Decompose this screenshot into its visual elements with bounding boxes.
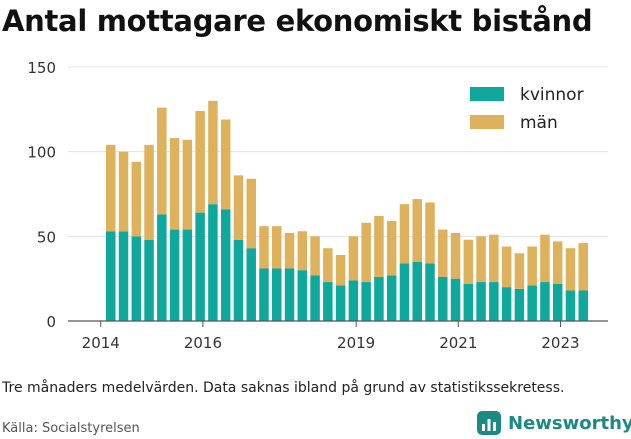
bar-kvinnor bbox=[361, 282, 371, 321]
bar-kvinnor bbox=[374, 276, 384, 321]
brand-name: Newsworthy bbox=[508, 412, 631, 434]
bar-man bbox=[476, 236, 486, 283]
source-label: Källa: Socialstyrelsen bbox=[2, 421, 140, 436]
bar-man bbox=[118, 151, 129, 232]
bar-man bbox=[514, 253, 525, 289]
legend-label: män bbox=[520, 113, 558, 133]
bar-kvinnor bbox=[476, 282, 486, 321]
y-tick-label: 0 bbox=[46, 313, 56, 331]
bar-kvinnor bbox=[514, 288, 525, 321]
bar-kvinnor bbox=[297, 270, 308, 321]
legend-label: kvinnor bbox=[520, 85, 584, 105]
bar-man bbox=[220, 119, 231, 210]
bar-man bbox=[259, 226, 269, 269]
legend-swatch bbox=[470, 87, 504, 101]
bar-man bbox=[425, 202, 435, 264]
bar-man bbox=[361, 222, 371, 283]
bar-kvinnor bbox=[106, 231, 116, 321]
bar-kvinnor bbox=[169, 229, 180, 321]
bar-kvinnor bbox=[552, 283, 563, 321]
bar-man bbox=[386, 221, 397, 276]
bar-man bbox=[284, 232, 295, 269]
bar-kvinnor bbox=[450, 278, 461, 321]
bar-man bbox=[310, 236, 320, 276]
bar-man bbox=[144, 144, 154, 240]
bar-man bbox=[208, 100, 218, 205]
legend-swatch bbox=[470, 115, 504, 129]
bar-kvinnor bbox=[399, 263, 410, 321]
bar-man bbox=[450, 232, 461, 279]
bar-kvinnor bbox=[284, 268, 295, 321]
bar-kvinnor bbox=[157, 214, 167, 321]
bar-man bbox=[374, 216, 384, 277]
bar-kvinnor bbox=[233, 239, 244, 321]
bar-kvinnor bbox=[259, 268, 269, 321]
bar-kvinnor bbox=[565, 290, 576, 321]
x-tick-label: 2016 bbox=[184, 334, 222, 352]
bar-kvinnor bbox=[425, 263, 435, 321]
bar-man bbox=[552, 241, 563, 284]
bar-man bbox=[412, 199, 422, 262]
newsworthy-brand[interactable]: Newsworthy bbox=[476, 410, 631, 436]
bar-man bbox=[348, 236, 359, 281]
bar-man bbox=[272, 226, 282, 269]
bar-man bbox=[438, 229, 448, 277]
y-tick-label: 50 bbox=[37, 228, 56, 246]
bar-man bbox=[501, 246, 512, 288]
bar-kvinnor bbox=[131, 236, 142, 321]
bar-kvinnor bbox=[412, 261, 422, 321]
chart-title: Antal mottagare ekonomiskt bistånd bbox=[2, 4, 593, 38]
bar-kvinnor bbox=[182, 229, 193, 321]
bar-kvinnor bbox=[540, 282, 550, 321]
bar-kvinnor bbox=[118, 231, 129, 321]
x-tick-label: 2021 bbox=[439, 334, 477, 352]
bar-man bbox=[527, 246, 537, 286]
bar-man bbox=[540, 234, 550, 283]
x-tick-label: 2019 bbox=[337, 334, 375, 352]
bar-kvinnor bbox=[323, 282, 333, 321]
bar-kvinnor bbox=[463, 283, 474, 321]
bar-man bbox=[297, 231, 308, 271]
bar-man bbox=[489, 234, 499, 283]
bar-kvinnor bbox=[246, 248, 256, 321]
bar-kvinnor bbox=[501, 287, 512, 321]
bar-man bbox=[463, 239, 474, 284]
bar-kvinnor bbox=[348, 280, 359, 321]
bar-kvinnor bbox=[578, 290, 588, 321]
bar-man bbox=[106, 144, 116, 232]
chart-note: Tre månaders medelvärden. Data saknas ib… bbox=[2, 380, 565, 396]
bar-man bbox=[182, 139, 193, 230]
newsworthy-logo-icon bbox=[477, 411, 501, 435]
bar-man bbox=[323, 248, 333, 283]
x-tick-label: 2023 bbox=[541, 334, 579, 352]
bar-man bbox=[157, 107, 167, 215]
bar-kvinnor bbox=[144, 239, 154, 321]
bar-man bbox=[335, 254, 346, 286]
y-tick-label: 150 bbox=[27, 59, 56, 77]
bar-man bbox=[169, 138, 180, 230]
bar-kvinnor bbox=[208, 204, 218, 321]
x-tick-label: 2014 bbox=[82, 334, 120, 352]
bar-kvinnor bbox=[386, 275, 397, 321]
bar-man bbox=[565, 248, 576, 291]
bar-man bbox=[131, 161, 142, 237]
bar-kvinnor bbox=[272, 268, 282, 321]
bar-man bbox=[578, 243, 588, 291]
bar-kvinnor bbox=[220, 209, 231, 321]
bar-kvinnor bbox=[489, 282, 499, 321]
bar-man bbox=[399, 204, 410, 264]
bar-kvinnor bbox=[438, 276, 448, 321]
y-tick-label: 100 bbox=[27, 144, 56, 162]
bar-kvinnor bbox=[527, 285, 537, 321]
bar-kvinnor bbox=[310, 275, 320, 321]
bar-kvinnor bbox=[195, 212, 205, 321]
bar-man bbox=[246, 178, 256, 249]
bar-man bbox=[233, 175, 244, 240]
bar-man bbox=[195, 111, 205, 213]
bar-kvinnor bbox=[335, 285, 346, 321]
